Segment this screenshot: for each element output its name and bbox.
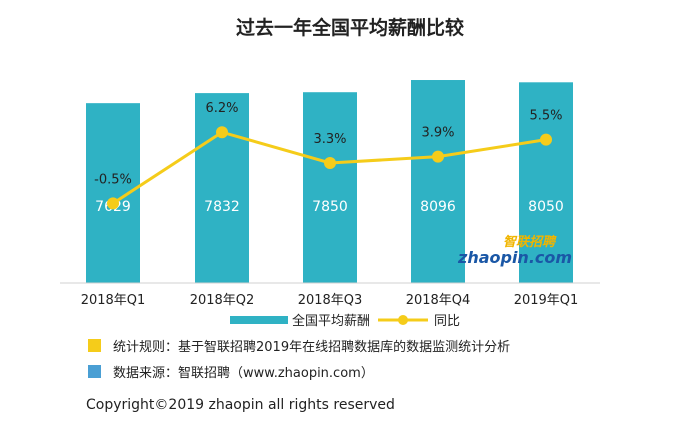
legend: 全国平均薪酬 同比 (230, 313, 460, 329)
x-tick-label-1: 2018年Q2 (190, 293, 255, 308)
yoy-point-2 (324, 157, 336, 170)
note-source: 数据来源：智联招聘（www.zhaopin.com） (88, 362, 374, 381)
yoy-point-3 (432, 150, 444, 163)
yoy-point-0 (107, 197, 119, 210)
bar-0 (86, 103, 140, 283)
x-tick-label-3: 2018年Q4 (406, 293, 471, 308)
bar-3 (411, 80, 465, 283)
bars-layer: 76297832785080968050 (86, 80, 573, 283)
bar-value-label-2: 7850 (312, 199, 348, 215)
x-tick-label-4: 2019年Q1 (514, 293, 579, 308)
line-layer: -0.5% 6.2% 3.3% 3.9% 5.5% (94, 101, 563, 210)
note-source-marker (88, 365, 101, 378)
yoy-point-1 (216, 126, 228, 139)
bar-1 (195, 93, 249, 283)
legend-line-label: 同比 (434, 314, 460, 329)
bar-4 (519, 82, 573, 283)
bar-2 (303, 92, 357, 283)
yoy-point-4 (540, 133, 552, 146)
bar-value-label-1: 7832 (204, 199, 240, 215)
note-source-text: 数据来源：智联招聘（www.zhaopin.com） (113, 366, 374, 381)
watermark-logo-cn: 智联招聘 (503, 234, 557, 250)
legend-line-marker (398, 315, 408, 325)
legend-bar-swatch (230, 316, 288, 324)
yoy-label-3: 3.9% (421, 126, 454, 141)
bar-value-label-3: 8096 (420, 199, 456, 215)
note-rule-marker (88, 339, 101, 352)
chart-title: 过去一年全国平均薪酬比较 (236, 16, 464, 39)
x-tick-label-2: 2018年Q3 (298, 293, 363, 308)
yoy-label-4: 5.5% (529, 109, 562, 124)
copyright-text: Copyright©2019 zhaopin all rights reserv… (86, 397, 395, 413)
bar-value-label-4: 8050 (528, 199, 564, 215)
watermark-logo-url: zhaopin.com (457, 248, 572, 267)
x-axis-tick-labels: 2018年Q1 2018年Q2 2018年Q3 2018年Q4 2019年Q1 (81, 293, 579, 308)
x-tick-label-0: 2018年Q1 (81, 293, 146, 308)
yoy-label-0: -0.5% (94, 172, 132, 187)
yoy-label-1: 6.2% (205, 101, 238, 116)
note-rule-text: 统计规则：基于智联招聘2019年在线招聘数据库的数据监测统计分析 (113, 340, 511, 355)
yoy-label-2: 3.3% (313, 132, 346, 147)
watermark-logo: 智联招聘 zhaopin.com (457, 234, 572, 267)
legend-bar-label: 全国平均薪酬 (292, 313, 370, 329)
note-rule: 统计规则：基于智联招聘2019年在线招聘数据库的数据监测统计分析 (88, 336, 510, 355)
